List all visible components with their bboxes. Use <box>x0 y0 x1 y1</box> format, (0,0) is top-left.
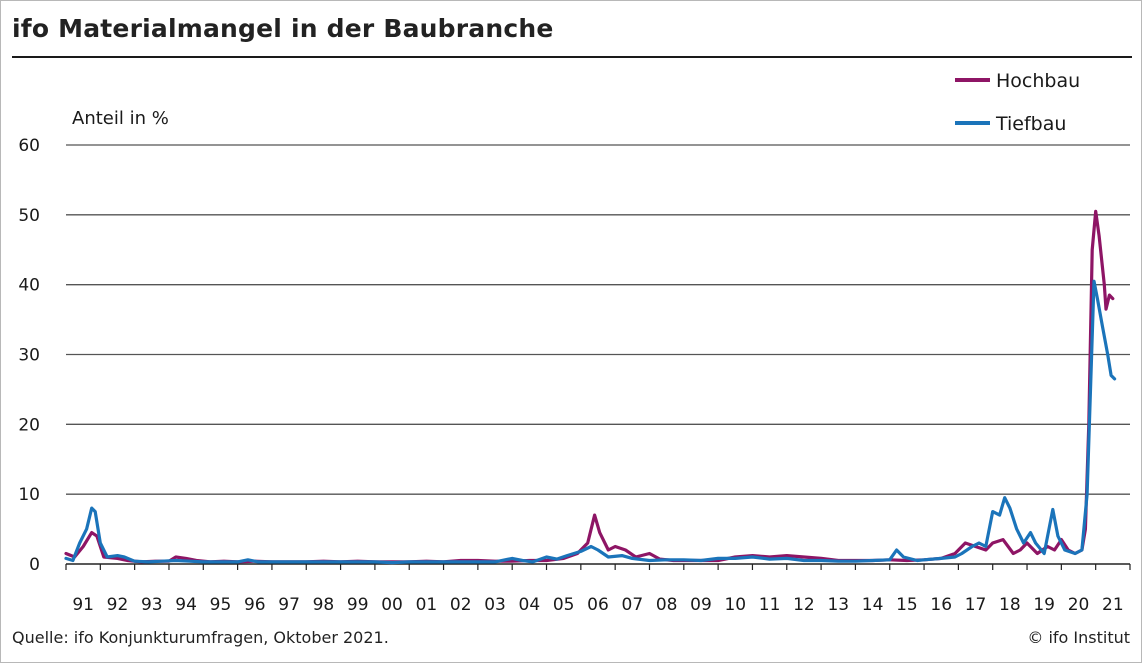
y-tick-label: 50 <box>18 206 40 226</box>
x-tick-label: 97 <box>278 595 300 615</box>
x-tick-label: 96 <box>244 595 266 615</box>
x-tick-label: 99 <box>347 595 369 615</box>
x-tick-label: 91 <box>72 595 94 615</box>
source-note: Quelle: ifo Konjunkturumfragen, Oktober … <box>12 628 389 647</box>
x-tick-label: 14 <box>862 595 884 615</box>
legend-label-hochbau: Hochbau <box>996 70 1080 92</box>
x-tick-label: 07 <box>622 595 644 615</box>
series-line-tiefbau <box>64 279 1117 565</box>
y-tick-label: 20 <box>18 415 40 435</box>
series-line-hochbau <box>64 209 1115 564</box>
y-tick-label: 30 <box>18 346 40 366</box>
x-tick-label: 08 <box>656 595 678 615</box>
x-tick-label: 21 <box>1102 595 1124 615</box>
x-tick-label: 03 <box>484 595 506 615</box>
x-tick-label: 11 <box>759 595 781 615</box>
x-tick-label: 98 <box>313 595 335 615</box>
x-tick-label: 06 <box>587 595 609 615</box>
x-tick-label: 02 <box>450 595 472 615</box>
y-tick-label: 40 <box>18 276 40 296</box>
x-tick-label: 05 <box>553 595 575 615</box>
x-tick-label: 16 <box>930 595 952 615</box>
x-tick-label: 13 <box>827 595 849 615</box>
x-tick-label: 10 <box>724 595 746 615</box>
x-tick-label: 19 <box>1033 595 1055 615</box>
x-tick-label: 04 <box>519 595 541 615</box>
x-tick-label: 94 <box>175 595 197 615</box>
x-tick-label: 15 <box>896 595 918 615</box>
y-axis-label: Anteil in % <box>72 108 169 129</box>
y-tick-label: 10 <box>18 485 40 505</box>
y-tick-label: 0 <box>29 555 40 575</box>
x-tick-label: 20 <box>1068 595 1090 615</box>
x-tick-label: 18 <box>999 595 1021 615</box>
chart-title: ifo Materialmangel in der Baubranche <box>12 14 554 43</box>
title-divider <box>12 56 1132 58</box>
legend-label-tiefbau: Tiefbau <box>995 113 1066 135</box>
y-tick-label: 60 <box>18 136 40 156</box>
x-tick-label: 12 <box>793 595 815 615</box>
x-tick-label: 92 <box>107 595 129 615</box>
x-tick-label: 00 <box>381 595 403 615</box>
x-tick-label: 09 <box>690 595 712 615</box>
x-tick-label: 95 <box>210 595 232 615</box>
x-tick-label: 01 <box>416 595 438 615</box>
x-tick-label: 93 <box>141 595 163 615</box>
x-tick-label: 17 <box>965 595 987 615</box>
copyright-note: © ifo Institut <box>1027 628 1130 647</box>
